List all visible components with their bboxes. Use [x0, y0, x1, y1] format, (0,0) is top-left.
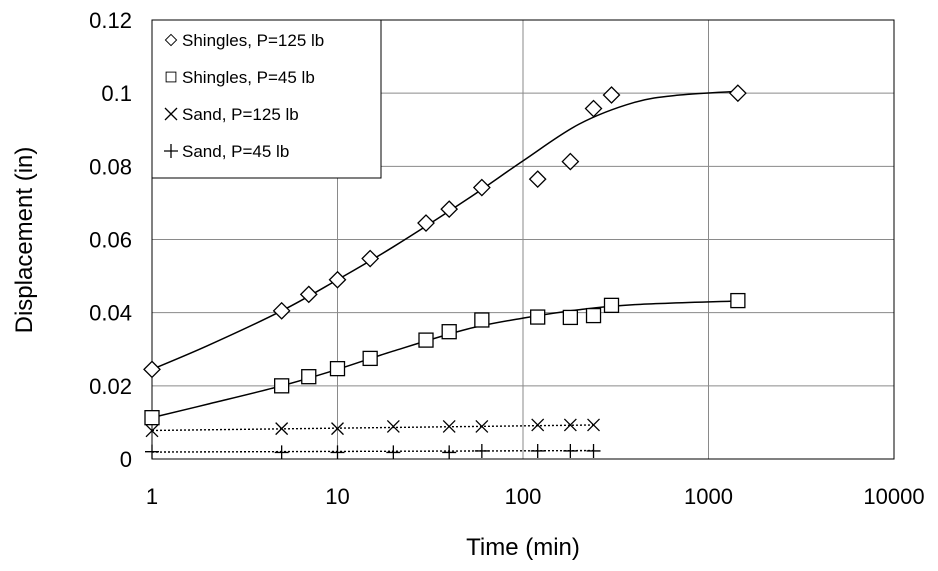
x-point: [331, 422, 344, 436]
legend-marker: [164, 107, 178, 121]
series-3: [145, 418, 600, 438]
x-tick-label: 10000: [863, 484, 924, 509]
trend-line: [151, 424, 594, 432]
diamond-point: [143, 360, 161, 379]
x-point: [275, 422, 289, 436]
square-point: [603, 297, 620, 314]
x-point: [587, 418, 600, 432]
square-point: [474, 312, 490, 328]
square-point: [418, 332, 434, 348]
legend-item: Shingles, P=45 lb: [165, 68, 315, 87]
square-point: [144, 410, 160, 426]
trend-line: [151, 449, 594, 453]
legend-label: Shingles, P=125 lb: [182, 31, 324, 50]
plus-point: [474, 443, 489, 458]
diamond-point: [328, 270, 347, 289]
square-point: [585, 307, 602, 324]
square-point: [362, 350, 378, 367]
y-tick-label: 0.06: [89, 228, 132, 253]
x-point: [386, 419, 400, 433]
square-legend-icon: [165, 71, 177, 83]
x-point: [442, 419, 456, 433]
diamond-point: [440, 200, 459, 219]
legend-box: [151, 19, 382, 179]
x-point: [531, 418, 545, 432]
plus-point: [530, 443, 545, 458]
plus-point: [274, 445, 289, 460]
diamond-point: [299, 285, 318, 304]
series-layer: [143, 84, 747, 460]
y-tick-label: 0.12: [89, 8, 132, 33]
series-4: [145, 443, 601, 460]
square-point: [730, 292, 746, 309]
square-point: [562, 309, 579, 326]
legend-label: Shingles, P=45 lb: [182, 68, 315, 87]
diamond-point: [561, 152, 580, 171]
legend: Shingles, P=125 lb Shingles, P=45 lb Sand,…: [151, 19, 382, 179]
diamond-point: [272, 301, 291, 320]
diamond-legend-icon: [164, 33, 178, 47]
legend-item: Shingles, P=125 lb: [164, 31, 324, 50]
y-axis-title: Displacement (in): [11, 147, 38, 334]
plot-frame: [151, 19, 895, 460]
x-tick-label: 1000: [684, 484, 733, 509]
x-point: [563, 418, 577, 432]
legend-label: Sand, P=45 lb: [182, 142, 289, 161]
diamond-point: [528, 170, 547, 189]
y-tick-label: 0.1: [101, 81, 132, 106]
x-tick-label: 1: [146, 484, 158, 509]
y-tick-label: 0.02: [89, 374, 132, 399]
plus-point: [586, 443, 601, 458]
square-point: [329, 360, 346, 377]
legend-marker: [164, 33, 178, 47]
diamond-point: [584, 99, 603, 118]
plus-point: [442, 445, 457, 460]
diamond-point: [472, 178, 491, 197]
x-tick-label: 100: [505, 484, 542, 509]
x-tick-labels: 1 10 100 1000 10000: [146, 484, 925, 509]
legend-label: Sand, P=125 lb: [182, 105, 299, 124]
x-point: [145, 424, 159, 438]
legend-item: Sand, P=45 lb: [164, 142, 289, 161]
trend-line: [151, 300, 738, 419]
y-tick-labels: 0 0.02 0.04 0.06 0.08 0.1 0.12: [89, 8, 132, 472]
x-tick-label: 10: [325, 484, 349, 509]
plus-point: [145, 444, 159, 459]
plus-point: [563, 443, 578, 458]
square-point: [530, 309, 546, 325]
trend-line: [151, 90, 738, 371]
legend-marker: [165, 71, 177, 83]
legend-marker: [164, 144, 178, 158]
diamond-point: [728, 84, 747, 103]
diamond-point: [602, 86, 621, 104]
y-tick-label: 0: [120, 447, 132, 472]
y-tick-label: 0.04: [89, 301, 132, 326]
x-legend-icon: [164, 107, 178, 121]
plus-point: [386, 445, 401, 460]
y-tick-label: 0.08: [89, 154, 132, 179]
plus-legend-icon: [164, 144, 178, 158]
square-point: [301, 369, 317, 385]
diamond-point: [361, 249, 380, 268]
legend-item: Sand, P=125 lb: [164, 105, 299, 124]
plus-point: [330, 445, 345, 460]
x-axis-title: Time (min): [466, 534, 580, 561]
diamond-point: [417, 214, 435, 232]
series-2: [144, 292, 746, 426]
square-point: [274, 378, 290, 394]
x-point: [475, 419, 489, 433]
square-point: [441, 324, 457, 340]
series-1: [143, 84, 747, 379]
